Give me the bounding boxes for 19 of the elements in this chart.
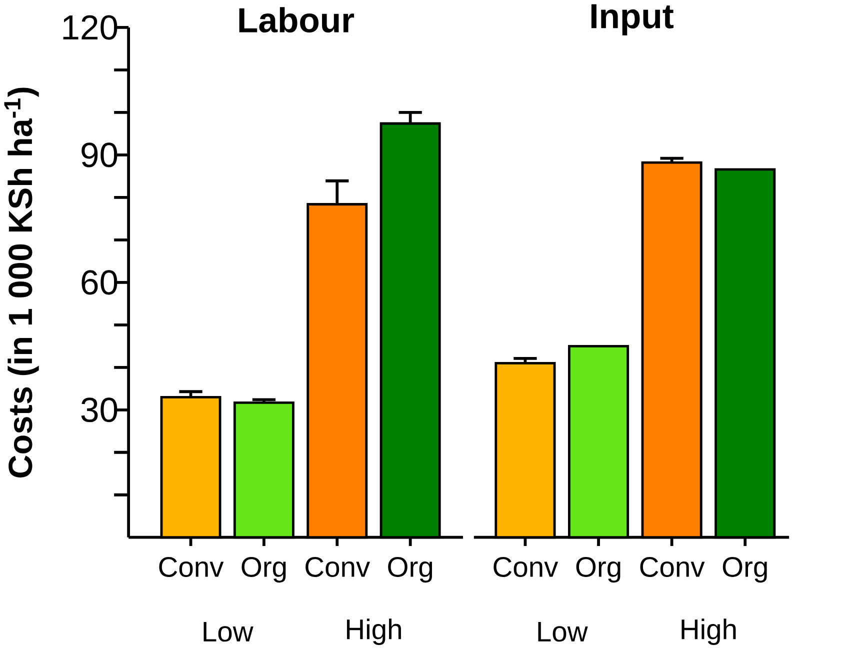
x-tick-label: Conv <box>306 556 370 577</box>
text: High <box>682 618 736 645</box>
x-tick-label: Org <box>242 556 286 583</box>
text: Low <box>538 622 588 642</box>
y-axis-title: Costs (in 1 000 KSh ha$^{-1}$) <box>4 88 39 478</box>
x-tick-label: Conv <box>159 556 224 577</box>
chart-title: Labour <box>239 7 354 32</box>
text: Low <box>204 622 254 642</box>
x-tick-label: Conv <box>640 556 705 577</box>
x-tick-label: Conv <box>494 556 558 577</box>
y-tick-label: 90 <box>82 142 118 168</box>
y-tick-label: 30 <box>81 398 118 422</box>
chart-title: Input <box>591 4 674 36</box>
x-tick-label: Org <box>576 556 620 583</box>
y-tick-label: 60 <box>82 270 118 295</box>
x-tick-label: Org <box>388 556 432 583</box>
y-tick-label: 120 <box>63 15 118 40</box>
x-tick-label: Org <box>722 556 767 583</box>
text: High <box>346 618 401 645</box>
